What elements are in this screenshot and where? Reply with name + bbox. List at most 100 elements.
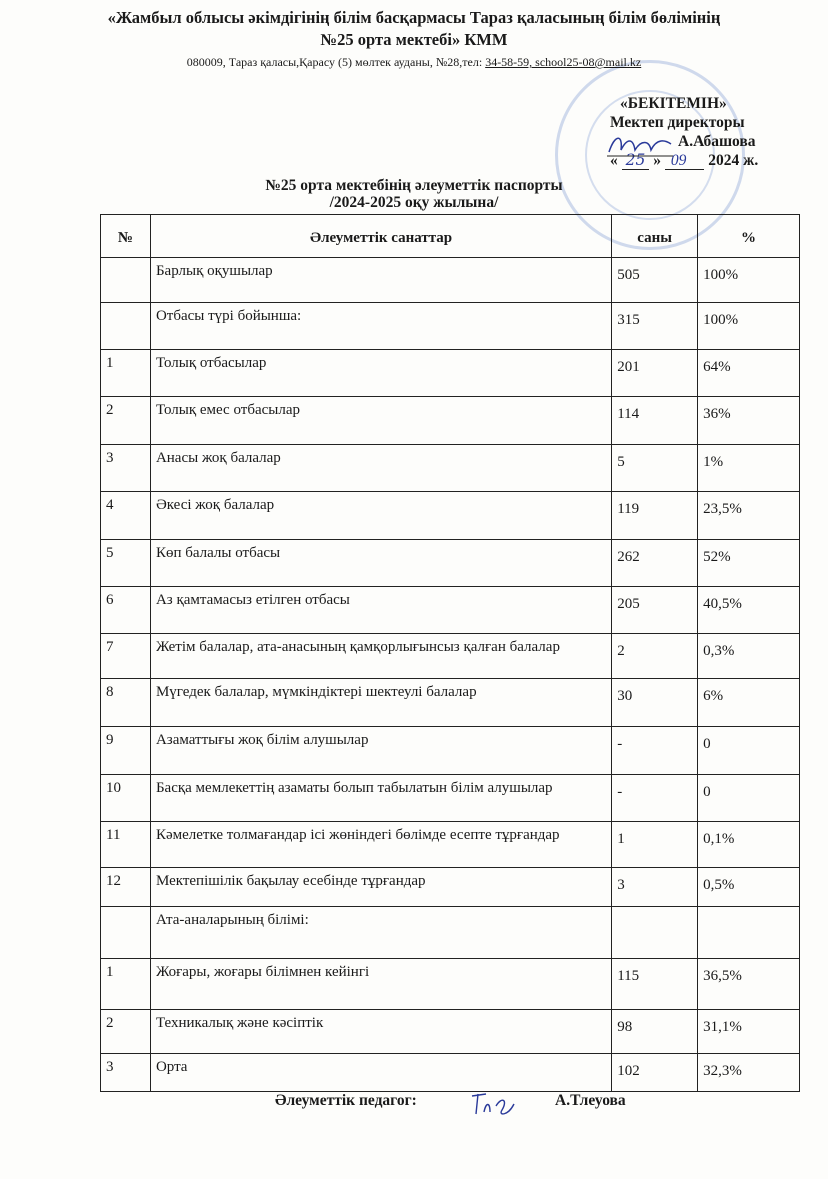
table-row: Барлық оқушылар 505 100% xyxy=(100,257,800,303)
row-count: 102 xyxy=(611,1053,699,1092)
row-number: 7 xyxy=(100,633,151,679)
row-category: Толық отбасылар xyxy=(149,349,613,397)
row-number: 2 xyxy=(100,396,151,445)
row-percent: 1% xyxy=(697,444,800,492)
row-count: 115 xyxy=(611,958,699,1010)
footer-name: А.Тлеуова xyxy=(555,1092,626,1109)
row-category: Техникалық және кәсіптік xyxy=(149,1009,613,1054)
row-number: 4 xyxy=(100,491,151,540)
row-number xyxy=(100,906,151,959)
row-count: 1 xyxy=(611,821,699,868)
col-category: Әлеуметтік санаттар xyxy=(149,214,613,258)
row-count: 119 xyxy=(611,491,699,540)
table-row: 5 Көп балалы отбасы 262 52% xyxy=(100,539,800,587)
date-quote-close: » xyxy=(653,152,661,169)
row-count: - xyxy=(611,774,699,822)
table-row: 6 Аз қамтамасыз етілген отбасы 205 40,5% xyxy=(100,586,800,634)
table-row: Отбасы түрі бойынша: 315 100% xyxy=(100,302,800,350)
org-name-line2: №25 орта мектебі» КММ xyxy=(320,30,508,49)
row-number: 1 xyxy=(100,349,151,397)
row-percent: 40,5% xyxy=(697,586,800,634)
director-signature xyxy=(607,137,673,157)
address: 080009, Тараз қаласы,Қарасу (5) мөлтек а… xyxy=(0,55,828,70)
row-number: 5 xyxy=(100,539,151,587)
title-line2: /2024-2025 оқу жылына/ xyxy=(329,194,499,211)
row-percent: 0,1% xyxy=(697,821,800,868)
approval-block: «БЕКІТЕМІН» Мектеп директоры А.Абашова «… xyxy=(610,94,758,170)
table-row: 1 Толық отбасылар 201 64% xyxy=(100,349,800,397)
row-category: Барлық оқушылар xyxy=(149,257,613,303)
row-count: 205 xyxy=(611,586,699,634)
row-percent: 0 xyxy=(697,774,800,822)
table-row: 3 Орта 102 32,3% xyxy=(100,1053,800,1092)
document-title: №25 орта мектебінің әлеуметтік паспорты … xyxy=(0,177,828,211)
row-category: Басқа мемлекеттің азаматы болып табылаты… xyxy=(149,774,613,822)
row-percent: 0,5% xyxy=(697,867,800,907)
row-count: 262 xyxy=(611,539,699,587)
col-count: саны xyxy=(611,214,699,258)
col-percent: % xyxy=(697,214,800,258)
row-number xyxy=(100,257,151,303)
row-percent: 23,5% xyxy=(697,491,800,540)
row-category: Анасы жоқ балалар xyxy=(149,444,613,492)
row-count xyxy=(611,906,699,959)
row-percent: 31,1% xyxy=(697,1009,800,1054)
table-row: 9 Азаматтығы жоқ білім алушылар -0 xyxy=(100,726,800,775)
row-number: 6 xyxy=(100,586,151,634)
row-number: 8 xyxy=(100,678,151,727)
row-number: 9 xyxy=(100,726,151,775)
table-row: 2 Техникалық және кәсіптік 98 31,1% xyxy=(100,1009,800,1054)
row-count: 315 xyxy=(611,302,699,350)
table-row: 12 Мектепішілік бақылау есебінде тұрғанда… xyxy=(100,867,800,907)
row-percent: 52% xyxy=(697,539,800,587)
row-number: 3 xyxy=(100,1053,151,1092)
row-number: 3 xyxy=(100,444,151,492)
table-row: Ата-аналарының білімі: xyxy=(100,906,800,959)
contacts: 34-58-59, school25-08@mail.kz xyxy=(485,55,642,69)
table-row: 7 Жетім балалар, ата-анасының қамқорлығын… xyxy=(100,633,800,679)
row-percent: 36,5% xyxy=(697,958,800,1010)
row-category: Жоғары, жоғары білімнен кейінгі xyxy=(149,958,613,1010)
table-row: 3 Анасы жоқ балалар 5 1% xyxy=(100,444,800,492)
table-row: 4 Әкесі жоқ балалар 119 23,5% xyxy=(100,491,800,540)
date-quote-open: « xyxy=(610,152,618,169)
social-passport-table: № Әлеуметтік санаттар саны % Барлық оқуш… xyxy=(100,214,800,1092)
table-row: 8 Мүгедек балалар, мүмкіндіктері шектеулі… xyxy=(100,678,800,727)
approval-name: А.Абашова xyxy=(678,133,756,150)
row-number: 10 xyxy=(100,774,151,822)
approval-month: 09 xyxy=(664,152,705,170)
row-number: 12 xyxy=(100,867,151,907)
approval-position: Мектеп директоры xyxy=(610,114,745,131)
row-percent: 36% xyxy=(697,396,800,445)
row-percent xyxy=(697,906,800,959)
row-category: Жетім балалар, ата-анасының қамқорлығынс… xyxy=(149,633,613,679)
row-category: Мектепішілік бақылау есебінде тұрғандар xyxy=(149,867,613,907)
row-category: Отбасы түрі бойынша: xyxy=(149,302,613,350)
row-percent: 100% xyxy=(697,302,800,350)
pedagog-signature xyxy=(471,1093,515,1115)
table-row: 1 Жоғары, жоғары білімнен кейінгі 115 36,5% xyxy=(100,958,800,1010)
footer-role: Әлеуметтік педагог: xyxy=(275,1092,417,1109)
row-count: 114 xyxy=(611,396,699,445)
row-percent: 6% xyxy=(697,678,800,727)
title-line1: №25 орта мектебінің әлеуметтік паспорты xyxy=(265,177,563,194)
row-number xyxy=(100,302,151,350)
row-percent: 64% xyxy=(697,349,800,397)
row-number: 1 xyxy=(100,958,151,1010)
table-row: 11 Кәмелетке толмағандар ісі жөніндегі бө… xyxy=(100,821,800,868)
address-text: 080009, Тараз қаласы,Қарасу (5) мөлтек а… xyxy=(186,55,486,69)
row-count: 3 xyxy=(611,867,699,907)
row-percent: 0 xyxy=(697,726,800,775)
row-category: Көп балалы отбасы xyxy=(149,539,613,587)
row-category: Мүгедек балалар, мүмкіндіктері шектеулі … xyxy=(149,678,613,727)
row-count: 30 xyxy=(611,678,699,727)
row-count: 201 xyxy=(611,349,699,397)
org-name-line1: «Жамбыл облысы әкімдігінің білім басқарм… xyxy=(107,8,721,27)
row-category: Азаматтығы жоқ білім алушылар xyxy=(149,726,613,775)
row-percent: 100% xyxy=(697,257,800,303)
row-number: 2 xyxy=(100,1009,151,1054)
row-count: 2 xyxy=(611,633,699,679)
row-category: Аз қамтамасыз етілген отбасы xyxy=(149,586,613,634)
row-percent: 0,3% xyxy=(697,633,800,679)
row-percent: 32,3% xyxy=(697,1053,800,1092)
